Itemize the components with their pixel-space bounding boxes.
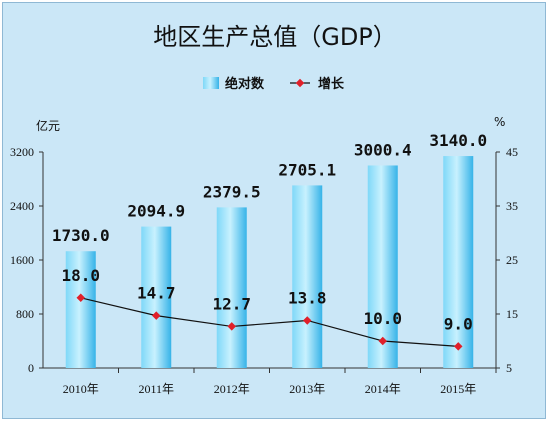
gdp-bar xyxy=(367,165,398,368)
axes: 0 800 1600 2400 3200 5 15 25 35 45 2010年 2011年 2012年… xyxy=(10,145,518,396)
y-right-unit: % xyxy=(494,115,505,129)
growth-line xyxy=(76,293,463,351)
x-tick-label: 2015年 xyxy=(440,382,476,396)
bars xyxy=(65,156,474,368)
y-left-tick-label: 1600 xyxy=(10,253,34,267)
x-tick-label: 2011年 xyxy=(138,382,174,396)
x-tick-label: 2012年 xyxy=(214,382,250,396)
legend-bar-swatch xyxy=(203,77,219,89)
y-left-unit: 亿元 xyxy=(36,118,60,133)
bar-value-label: 2094.9 xyxy=(127,202,185,221)
y-left-tick-label: 2400 xyxy=(10,199,34,213)
growth-marker xyxy=(152,311,161,320)
growth-value-label: 13.8 xyxy=(288,288,327,307)
legend-bar-label: 绝对数 xyxy=(225,76,265,92)
growth-marker xyxy=(303,316,312,325)
growth-value-label: 10.0 xyxy=(363,309,402,328)
bar-value-label: 2379.5 xyxy=(203,182,261,201)
growth-value-label: 9.0 xyxy=(444,314,473,333)
legend-marker-swatch xyxy=(295,78,305,88)
bar-value-label: 3140.0 xyxy=(429,131,487,150)
x-tick-label: 2013年 xyxy=(289,382,325,396)
y-left-tick-label: 800 xyxy=(16,307,34,321)
y-left-tick-label: 0 xyxy=(28,361,34,375)
gdp-bar xyxy=(141,226,172,368)
legend-line-label: 增长 xyxy=(318,76,345,92)
gdp-bar xyxy=(216,207,247,368)
y-right-tick-label: 45 xyxy=(506,145,518,159)
bar-value-label: 1730.0 xyxy=(52,226,110,245)
data-labels: 1730.0 2094.9 2379.5 2705.1 3000.4 3140.0 18.0… xyxy=(52,131,487,333)
growth-value-label: 14.7 xyxy=(137,284,176,303)
gdp-bar xyxy=(443,156,474,368)
y-right-tick-label: 35 xyxy=(506,199,518,213)
y-right-tick-label: 15 xyxy=(506,307,518,321)
x-tick-label: 2010年 xyxy=(63,382,99,396)
bar-value-label: 2705.1 xyxy=(278,160,336,179)
growth-marker xyxy=(454,342,463,351)
x-tick-label: 2014年 xyxy=(365,382,401,396)
y-left-tick-label: 3200 xyxy=(10,145,34,159)
growth-line-path xyxy=(80,297,459,347)
chart-title: 地区生产总值（GDP） xyxy=(153,23,397,51)
gdp-bar xyxy=(292,185,323,368)
y-right-tick-label: 5 xyxy=(506,361,512,375)
growth-marker xyxy=(227,322,236,331)
growth-value-label: 12.7 xyxy=(212,294,251,313)
gdp-bar xyxy=(65,251,96,368)
y-right-tick-label: 25 xyxy=(506,253,518,267)
growth-value-label: 18.0 xyxy=(61,266,100,285)
growth-marker xyxy=(378,336,387,346)
growth-marker xyxy=(76,293,85,303)
bar-value-label: 3000.4 xyxy=(354,140,412,159)
legend: 绝对数 增长 xyxy=(203,76,345,92)
